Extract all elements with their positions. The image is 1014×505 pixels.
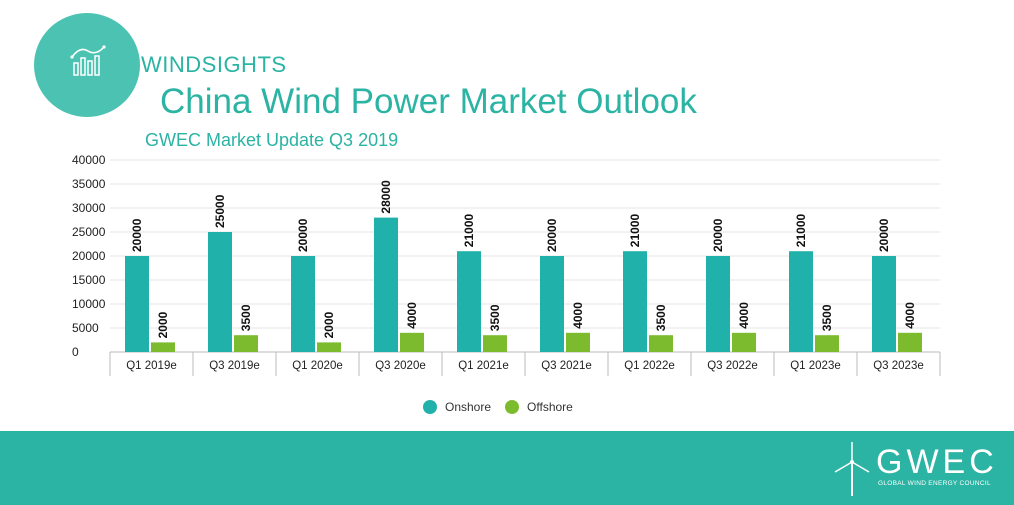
brand-name: WINDSIGHTS (141, 52, 287, 77)
bar-onshore (208, 232, 232, 352)
bar-onshore (872, 256, 896, 352)
data-label: 4000 (405, 302, 419, 329)
y-tick-label: 0 (72, 345, 79, 359)
y-tick-label: 30000 (72, 201, 106, 215)
data-label: 3500 (654, 304, 668, 331)
bar-offshore (317, 342, 341, 352)
wind-turbine-icon (834, 442, 870, 496)
data-label: 21000 (794, 214, 808, 248)
legend-label-onshore: Onshore (445, 400, 492, 414)
legend-label-offshore: Offshore (527, 400, 573, 414)
data-label: 2000 (322, 311, 336, 338)
bar-offshore (815, 335, 839, 352)
x-tick-label: Q1 2021e (458, 360, 509, 372)
data-label: 4000 (571, 302, 585, 329)
bar-offshore (400, 332, 424, 352)
data-label: 25000 (213, 194, 227, 228)
x-tick-label: Q3 2022e (707, 360, 758, 372)
x-tick-label: Q1 2019e (126, 360, 177, 372)
y-tick-label: 20000 (72, 249, 106, 263)
legend-item-onshore: Onshore (423, 400, 491, 414)
bar-onshore (623, 251, 647, 352)
x-tick-label: Q1 2022e (624, 360, 675, 372)
y-tick-label: 10000 (72, 297, 106, 311)
bar-onshore (457, 251, 481, 352)
x-tick-label: Q1 2020e (292, 360, 343, 372)
legend-swatch-onshore (423, 400, 437, 414)
data-label: 3500 (239, 304, 253, 331)
y-tick-label: 35000 (72, 177, 106, 191)
y-tick-label: 25000 (72, 225, 106, 239)
x-tick-label: Q3 2020e (375, 360, 426, 372)
bar-chart-trend-icon (70, 45, 106, 76)
page-subtitle: GWEC Market Update Q3 2019 (145, 130, 399, 150)
bar-onshore (291, 256, 315, 352)
footer-band (0, 431, 1014, 505)
bar-offshore (234, 335, 258, 352)
bar-onshore (125, 256, 149, 352)
y-tick-label: 15000 (72, 273, 106, 287)
data-label: 4000 (903, 302, 917, 329)
legend-item-offshore: Offshore (505, 400, 573, 414)
y-tick-label: 5000 (72, 321, 99, 335)
bar-offshore (566, 332, 590, 352)
data-label: 20000 (130, 218, 144, 252)
data-label: 21000 (628, 214, 642, 248)
data-label: 20000 (545, 218, 559, 252)
data-label: 20000 (711, 218, 725, 252)
data-label: 21000 (462, 214, 476, 248)
bar-offshore (649, 335, 673, 352)
data-label: 3500 (488, 304, 502, 331)
data-label: 4000 (737, 302, 751, 329)
chart-legend: Onshore Offshore (423, 400, 587, 414)
logo-badge (34, 13, 140, 117)
y-tick-label: 40000 (72, 153, 106, 167)
bar-chart: 0 5000 10000 15000 20000 25000 30000 35000 40000… (72, 153, 941, 376)
x-tick-label: Q3 2023e (873, 360, 924, 372)
gwec-logo-subtext: GLOBAL WIND ENERGY COUNCIL (878, 480, 991, 487)
data-label: 20000 (877, 218, 891, 252)
data-label: 28000 (379, 180, 393, 214)
legend-swatch-offshore (505, 400, 520, 414)
data-label: 3500 (820, 304, 834, 331)
x-tick-label: Q3 2019e (209, 360, 260, 372)
bar-onshore (374, 217, 398, 352)
bar-offshore (151, 342, 175, 352)
data-label: 20000 (296, 218, 310, 252)
bar-onshore (540, 256, 564, 352)
data-label: 2000 (156, 311, 170, 338)
bar-onshore (789, 251, 813, 352)
gwec-logo-text: GWEC (876, 443, 998, 481)
x-tick-label: Q1 2023e (790, 360, 841, 372)
bar-offshore (732, 332, 756, 352)
x-tick-label: Q3 2021e (541, 360, 592, 372)
bar-onshore (706, 256, 730, 352)
bar-offshore (483, 335, 507, 352)
bar-offshore (898, 332, 922, 352)
page-title: China Wind Power Market Outlook (160, 82, 697, 121)
